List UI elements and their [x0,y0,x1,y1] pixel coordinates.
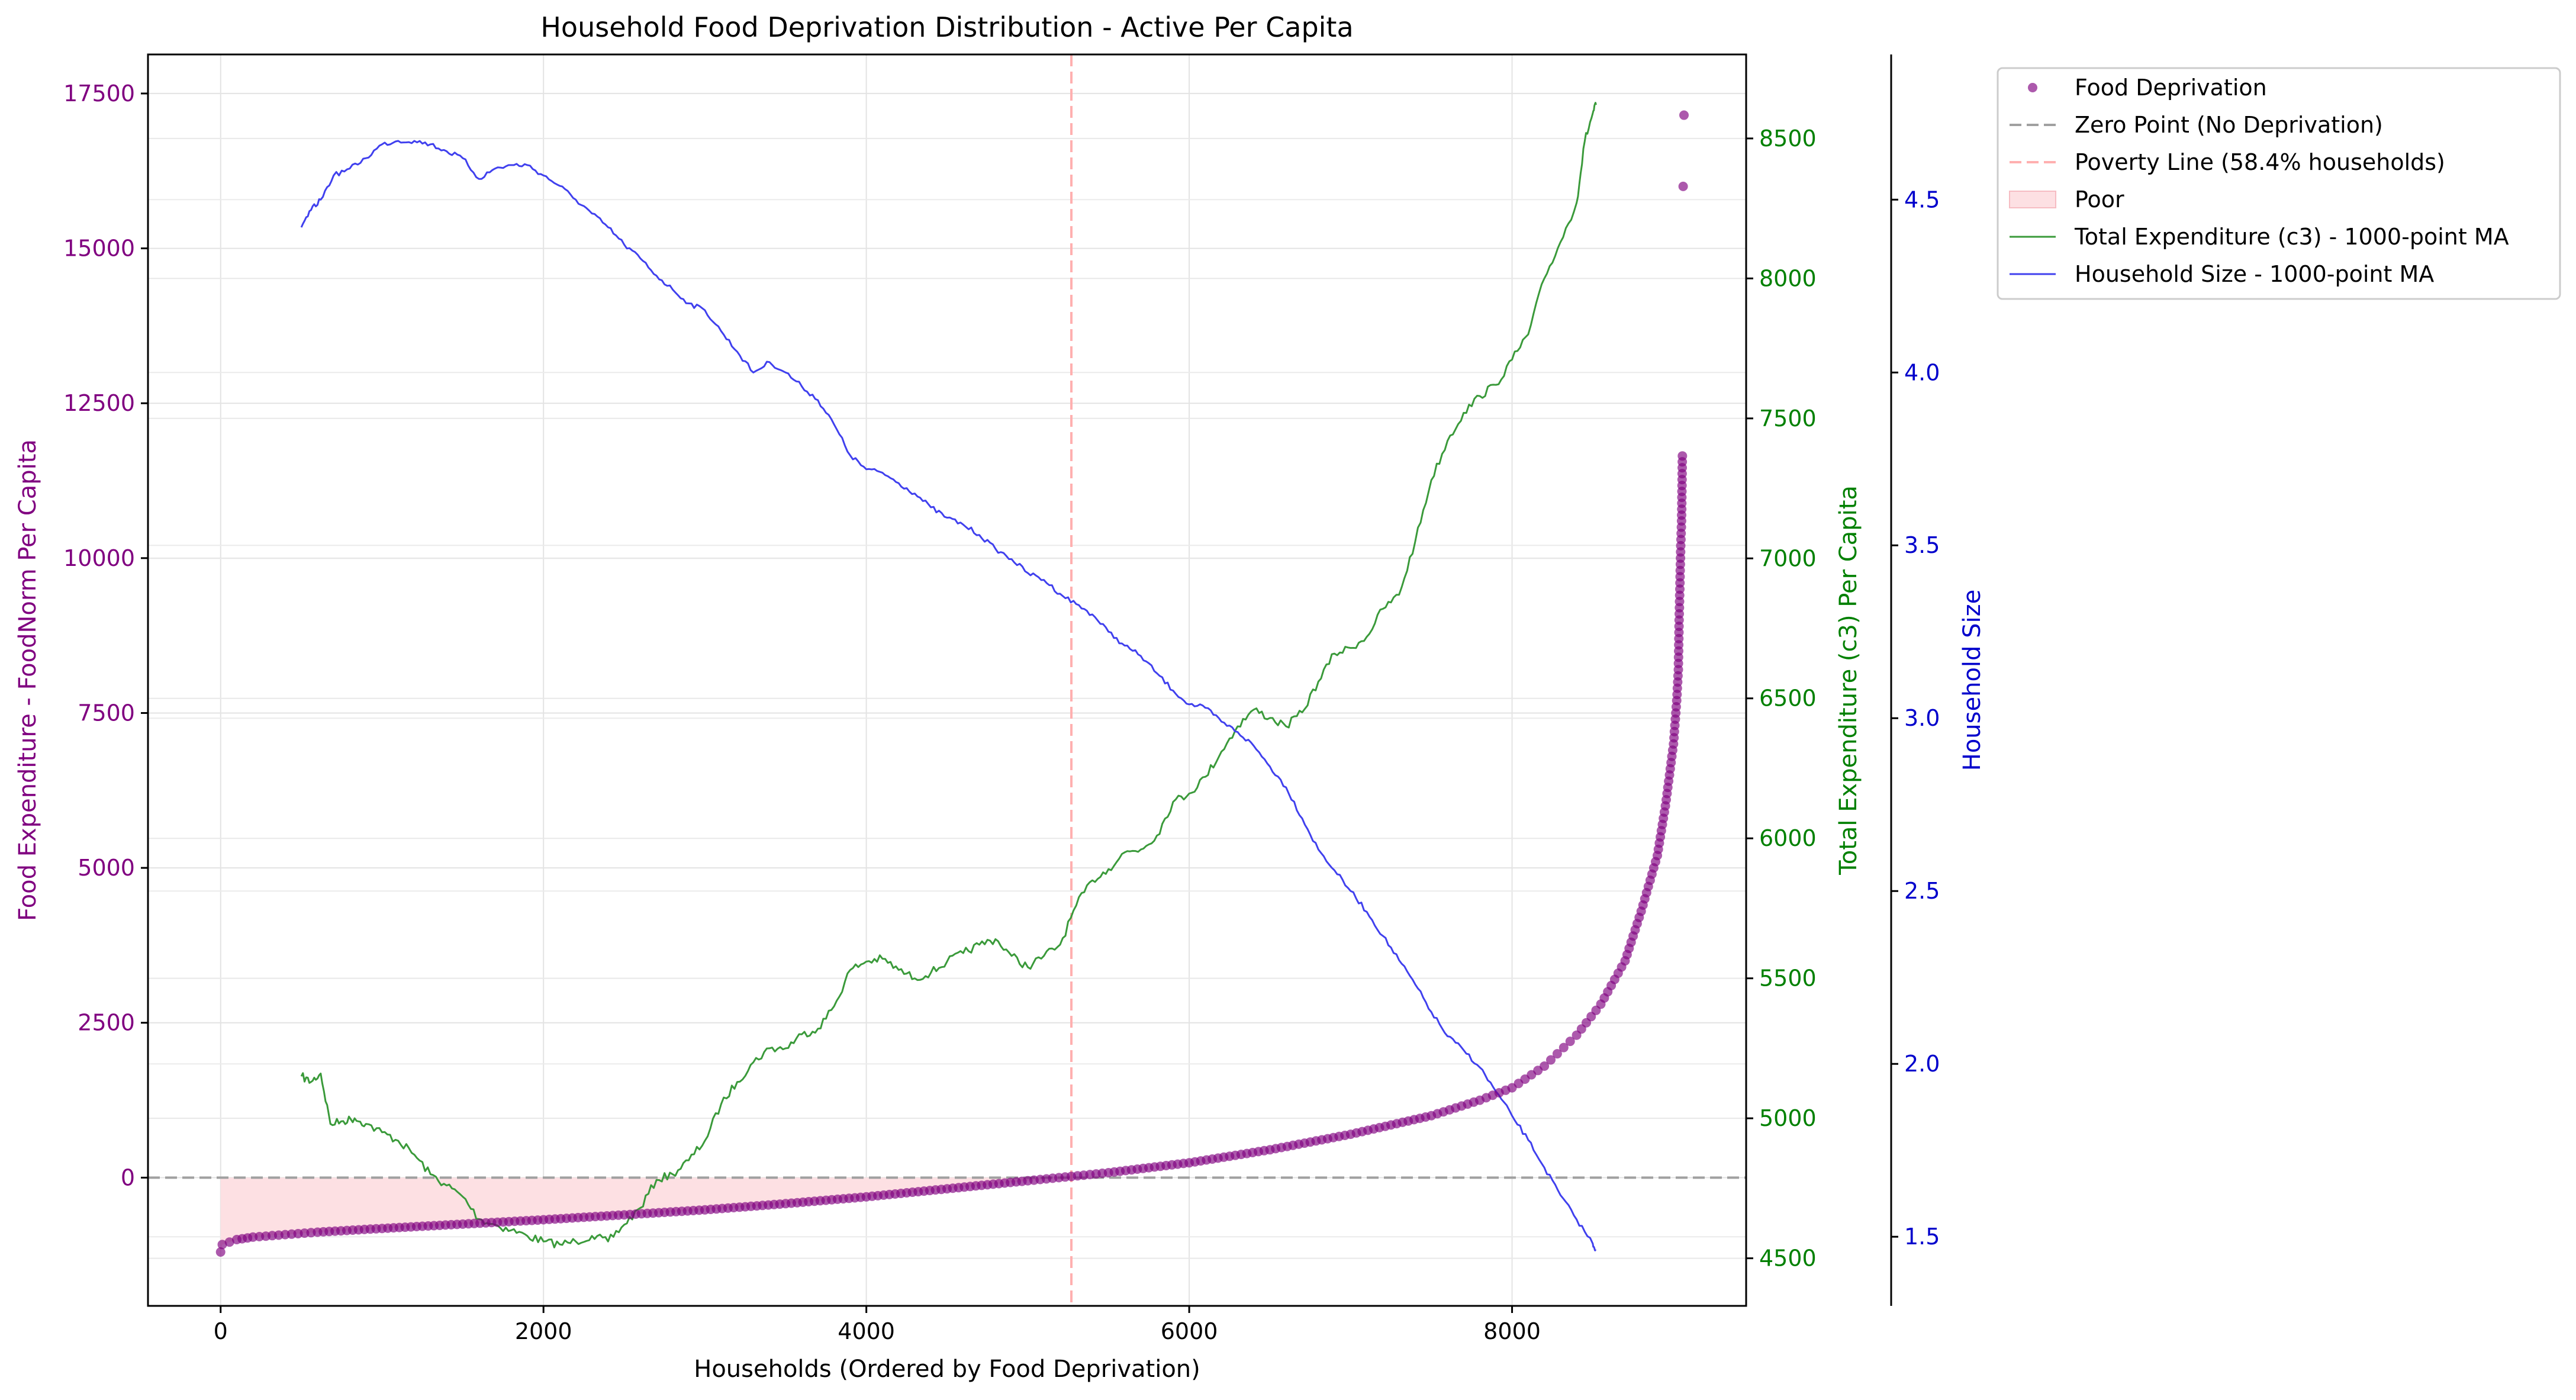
x-tick-label: 0 [214,1318,228,1344]
y-left-tick-label: 0 [121,1164,135,1190]
y-right1-tick-label: 6500 [1759,685,1817,712]
y-left-axis-label: Food Expenditure - FoodNorm Per Capita [14,439,41,921]
y-right1-tick-label: 4500 [1759,1245,1817,1272]
y-right1-tick-label: 7500 [1759,405,1817,432]
y-right2-tick-label: 1.5 [1904,1224,1940,1250]
y-right2-tick-label: 4.0 [1904,359,1940,385]
y-right1-tick-label: 8000 [1759,265,1817,291]
series-line-household-size [300,140,1597,1251]
x-tick-label: 2000 [515,1318,572,1344]
x-axis: 0 2000 4000 6000 8000 [214,1306,1541,1344]
legend-label: Poor [2075,186,2124,213]
legend-label: Total Expenditure (c3) - 1000-point MA [2074,224,2509,250]
y-left-tick-label: 7500 [78,700,135,726]
chart-title: Household Food Deprivation Distribution … [540,11,1353,43]
y-right2-tick-label: 2.5 [1904,878,1940,904]
y-right1-tick-label: 5000 [1759,1105,1817,1131]
y-left-tick-label: 12500 [63,390,135,416]
scatter-point [224,1237,234,1247]
y-left-tick-label: 10000 [63,545,135,571]
legend-marker [2009,191,2056,208]
y-left-tick-label: 2500 [78,1010,135,1036]
grid [148,54,1746,1306]
scatter-point [1678,181,1688,191]
y-right1-tick-label: 5500 [1759,965,1817,992]
scatter-point [1559,1042,1569,1053]
reference-lines [148,54,1746,1306]
scatter-point [1565,1037,1575,1047]
legend-label: Household Size - 1000-point MA [2075,261,2434,287]
legend-label: Poverty Line (58.4% households) [2075,149,2445,175]
plot-frame [147,53,1747,1307]
x-tick-label: 8000 [1483,1318,1541,1344]
y-right2-tick-label: 3.0 [1904,705,1940,731]
scatter-point [1677,451,1688,461]
scatter-point [215,1247,226,1257]
y-right2-tick-label: 2.0 [1904,1051,1940,1077]
scatter-points [215,110,1689,1257]
y-axis-right-expenditure: 4500 5000 5500 6000 6500 7000 7500 8000 8500 [1746,125,1817,1272]
y-right1-tick-label: 7000 [1759,545,1817,571]
legend-label: Food Deprivation [2075,75,2267,101]
scatter-point [1546,1055,1556,1065]
x-tick-label: 4000 [838,1318,895,1344]
y-left-tick-label: 5000 [78,855,135,881]
y-right1-tick-label: 8500 [1759,125,1817,152]
y-right1-axis-label: Total Expenditure (c3) Per Capita [1835,485,1862,876]
y-left-tick-label: 15000 [63,236,135,262]
y-left-tick-label: 17500 [63,81,135,107]
y-right2-tick-label: 3.5 [1904,532,1940,558]
x-axis-label: Households (Ordered by Food Deprivation) [694,1356,1200,1383]
legend-label: Zero Point (No Deprivation) [2075,112,2383,138]
legend-marker [2028,83,2037,92]
scatter-point [1679,110,1689,120]
scatter-point [1540,1061,1550,1071]
y-right1-tick-label: 6000 [1759,825,1817,851]
y-right2-axis-label: Household Size [1959,590,1986,771]
scatter-point [1552,1049,1562,1059]
y-axis-right-household-size: 1.5 2.0 2.5 3.0 3.5 4.0 4.5 [1891,186,1940,1250]
y-right2-tick-label: 4.5 [1904,186,1940,213]
scatter-point [217,1240,227,1250]
legend-frame [1997,67,2561,300]
y-axis-left: 0 2500 5000 7500 10000 12500 15000 17500 [63,81,148,1190]
x-tick-label: 6000 [1161,1318,1218,1344]
legend: Food Deprivation Zero Point (No Deprivati… [1997,67,2561,300]
